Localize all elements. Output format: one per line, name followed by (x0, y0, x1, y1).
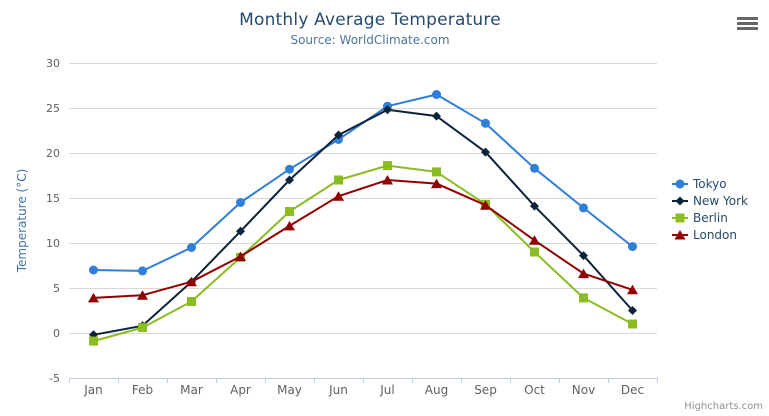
legend-item-tokyo[interactable]: Tokyo (672, 177, 727, 191)
chart-subtitle: Source: WorldClimate.com (290, 33, 450, 47)
y-axis-label: 30 (46, 57, 60, 70)
y-axis-label: 15 (46, 192, 60, 205)
data-point[interactable] (674, 230, 686, 240)
data-point[interactable] (578, 268, 589, 279)
y-axis-label: 25 (46, 102, 60, 115)
chart-title: Monthly Average Temperature (239, 10, 501, 30)
data-point[interactable] (628, 306, 637, 315)
x-axis (69, 378, 658, 383)
x-axis-label: Aug (425, 383, 448, 397)
credits-link[interactable]: Highcharts.com (684, 401, 763, 412)
data-point[interactable] (627, 284, 638, 295)
y-gridlines (69, 63, 657, 379)
data-point[interactable] (187, 243, 196, 252)
series-line (92, 108, 634, 336)
data-point[interactable] (530, 247, 539, 257)
data-point[interactable] (284, 220, 295, 231)
data-point[interactable] (382, 175, 393, 185)
data-point[interactable] (236, 226, 245, 236)
data-point[interactable] (89, 336, 98, 346)
data-point[interactable] (383, 105, 392, 115)
x-axis-label: Feb (132, 383, 153, 397)
data-point[interactable] (138, 266, 147, 276)
data-point[interactable] (530, 201, 539, 211)
data-point[interactable] (235, 251, 246, 262)
x-axis-labels: Jan Feb Mar Apr May Jun Jul Aug Sep Oct Nov Dec (83, 383, 644, 397)
series-line (92, 179, 634, 299)
x-axis-label: Apr (230, 383, 251, 397)
data-point[interactable] (431, 178, 442, 189)
data-point[interactable] (675, 196, 685, 206)
data-point[interactable] (675, 213, 685, 223)
hamburger-icon (737, 27, 758, 30)
y-axis-label: 20 (46, 147, 60, 160)
data-point[interactable] (137, 290, 148, 300)
y-axis-label: 0 (53, 327, 60, 340)
x-axis-label: Jul (379, 383, 394, 397)
legend-label: London (693, 228, 737, 242)
data-point[interactable] (628, 242, 637, 252)
y-axis-label: -5 (49, 372, 60, 385)
x-axis-label: Jan (83, 383, 103, 397)
series-line (92, 164, 634, 343)
data-point[interactable] (579, 251, 588, 261)
data-point[interactable] (186, 276, 197, 287)
legend: Tokyo New York Berlin London (672, 177, 748, 242)
data-point[interactable] (579, 203, 588, 213)
data-point[interactable] (480, 200, 491, 210)
data-point[interactable] (481, 147, 490, 157)
legend-item-berlin[interactable]: Berlin (672, 211, 728, 225)
legend-label: New York (693, 194, 748, 208)
y-axis-label: 10 (46, 237, 60, 250)
hamburger-icon (737, 22, 758, 25)
data-point[interactable] (89, 265, 98, 275)
series-line (92, 93, 634, 272)
y-axis-label: 5 (53, 282, 60, 295)
data-point[interactable] (628, 319, 637, 329)
x-axis-label: Sep (474, 383, 497, 397)
data-point[interactable] (88, 292, 99, 303)
y-axis-labels: -5 0 5 10 15 20 25 30 (46, 57, 60, 385)
data-point[interactable] (383, 161, 392, 171)
legend-item-new-york[interactable]: New York (672, 194, 748, 208)
series-new-york[interactable] (89, 105, 637, 340)
data-point[interactable] (481, 118, 490, 128)
data-point[interactable] (432, 90, 441, 99)
data-point[interactable] (432, 167, 441, 177)
y-axis-title: Temperature (°C) (15, 169, 29, 274)
data-point[interactable] (333, 191, 344, 201)
legend-label: Berlin (693, 211, 728, 225)
data-point[interactable] (236, 198, 245, 207)
data-point[interactable] (334, 175, 343, 185)
x-axis-label: Oct (524, 383, 545, 397)
x-axis-label: Nov (572, 383, 595, 397)
data-point[interactable] (138, 323, 147, 333)
data-point[interactable] (530, 163, 539, 173)
hamburger-icon (737, 17, 758, 20)
x-axis-label: May (277, 383, 302, 397)
x-axis-label: Mar (180, 383, 203, 397)
x-axis-label: Jun (328, 383, 348, 397)
data-point[interactable] (285, 175, 294, 185)
legend-label: Tokyo (692, 177, 727, 191)
data-point[interactable] (529, 235, 540, 245)
data-point[interactable] (432, 111, 441, 121)
series-tokyo[interactable] (89, 90, 637, 276)
data-point[interactable] (285, 164, 294, 174)
data-point[interactable] (285, 207, 294, 216)
legend-item-london[interactable]: London (672, 228, 737, 242)
data-point[interactable] (334, 130, 343, 140)
x-axis-label: Dec (621, 383, 644, 397)
export-menu-button[interactable] (737, 17, 758, 31)
series-london[interactable] (88, 175, 638, 303)
data-point[interactable] (675, 179, 685, 189)
data-point[interactable] (579, 293, 588, 303)
data-point[interactable] (187, 297, 196, 306)
